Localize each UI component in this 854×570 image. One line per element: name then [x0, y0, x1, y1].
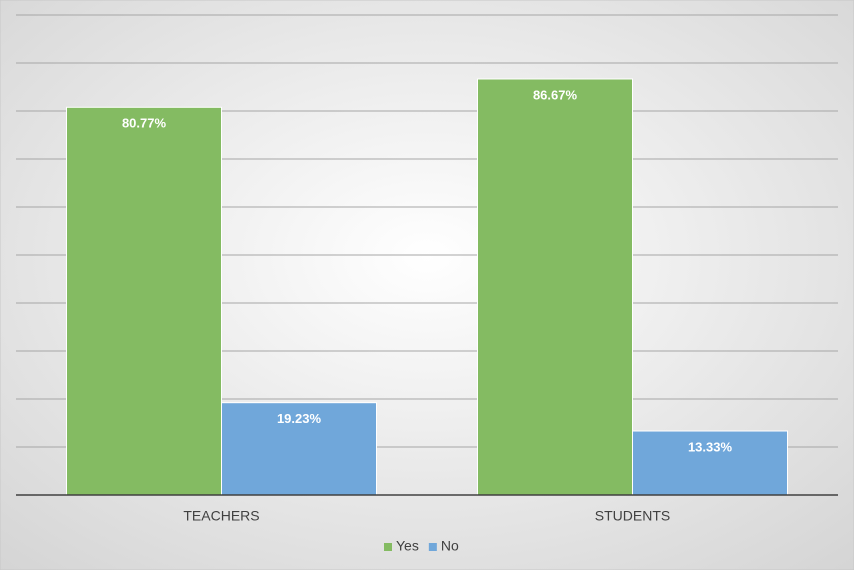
value-label: 80.77%: [122, 116, 167, 131]
value-label: 86.67%: [533, 87, 578, 102]
value-label: 19.23%: [277, 411, 322, 426]
bar: [477, 78, 633, 496]
legend-swatch: [384, 543, 392, 551]
legend-label: No: [441, 538, 459, 554]
bar: [66, 106, 222, 496]
x-tick-label: STUDENTS: [595, 508, 670, 524]
legend-swatch: [428, 543, 437, 551]
bar: [221, 402, 377, 496]
bar: [632, 430, 788, 496]
value-label: 13.33%: [688, 439, 733, 454]
legend-label: Yes: [396, 538, 419, 554]
x-tick-label: TEACHERS: [183, 508, 259, 524]
